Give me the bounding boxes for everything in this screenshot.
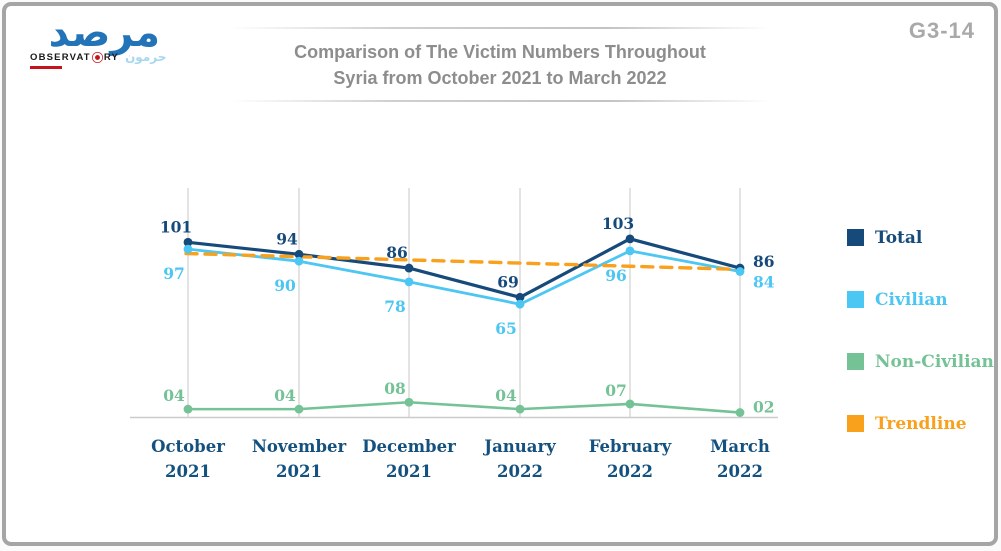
- title-rule-top: [230, 27, 770, 29]
- legend-swatch: [847, 229, 864, 246]
- logo-latin-right: RY: [103, 51, 120, 63]
- title-rule-bottom: [230, 100, 770, 102]
- data-label-non-civilian: 02: [753, 398, 775, 417]
- figure-code: G3-14: [908, 18, 975, 43]
- title-line-2: Syria from October 2021 to March 2022: [333, 68, 667, 88]
- logo-red-underline: [30, 66, 62, 69]
- logo-arabic-wordmark: مرصد: [48, 10, 160, 56]
- title-line-1: Comparison of The Victim Numbers Through…: [294, 42, 706, 62]
- data-label-total: 69: [497, 272, 519, 291]
- data-point: [183, 244, 193, 254]
- data-point: [515, 404, 525, 414]
- chart-legend: Total Civilian Non-Civilian Trendline: [847, 227, 994, 434]
- data-label-total: 94: [276, 229, 298, 248]
- data-label-civilian: 84: [753, 273, 775, 292]
- data-point: [294, 249, 304, 259]
- x-axis-label: November 2021: [252, 437, 347, 481]
- data-label-civilian: 78: [384, 297, 406, 316]
- legend-label: Total: [875, 227, 923, 248]
- x-axis-labels: October 2021 November 2021 December 2021 Janua…: [151, 437, 770, 481]
- data-point: [404, 277, 414, 287]
- legend-item-civilian: Civilian: [847, 289, 994, 310]
- logo-latin-left: OBSERVAT: [30, 51, 91, 63]
- logo-arabic-small: حرمون: [125, 50, 167, 64]
- legend-item-total: Total: [847, 227, 994, 248]
- data-point: [735, 267, 745, 276]
- data-label-total: 101: [160, 217, 192, 236]
- data-point: [515, 299, 525, 309]
- legend-item-trendline: Trendline: [847, 413, 994, 434]
- x-axis-label: March 2022: [710, 437, 770, 481]
- legend-item-non-civilian: Non-Civilian: [847, 351, 994, 372]
- data-label-total: 103: [602, 214, 634, 233]
- x-axis-label: December 2021: [362, 437, 456, 481]
- data-point: [404, 397, 414, 407]
- chart-title-block: Comparison of The Victim Numbers Through…: [230, 27, 770, 102]
- data-point: [294, 404, 304, 414]
- series-line-total: [186, 237, 742, 299]
- series-line-civilian: [186, 247, 742, 306]
- data-point: [183, 237, 193, 247]
- data-label-civilian: 97: [163, 264, 185, 283]
- legend-swatch: [847, 291, 864, 308]
- series-points-total: 101 94 86 69 103 86: [160, 214, 775, 302]
- data-point: [735, 408, 745, 417]
- page-title: Comparison of The Victim Numbers Through…: [230, 29, 770, 100]
- series-line-non-civilian: [186, 400, 742, 414]
- target-icon: [91, 51, 103, 63]
- data-point: [183, 404, 193, 414]
- legend-swatch: [847, 353, 864, 370]
- data-label-total: 86: [386, 243, 408, 262]
- logo-latin-wordmark: OBSERVAT RY: [30, 51, 120, 63]
- legend-label: Civilian: [875, 289, 948, 310]
- observatory-logo: مرصد OBSERVAT RY حرمون: [30, 10, 166, 69]
- data-label-civilian: 65: [495, 319, 517, 338]
- data-label-non-civilian: 04: [274, 386, 296, 405]
- series-points-non-civilian: 04 04 08 04 07 02: [163, 379, 775, 417]
- data-label-non-civilian: 07: [605, 381, 627, 400]
- data-point: [404, 263, 414, 273]
- data-point: [515, 292, 525, 302]
- legend-swatch: [847, 415, 864, 432]
- x-axis-label: October 2021: [151, 437, 225, 481]
- data-label-civilian: 90: [274, 276, 296, 295]
- legend-label: Non-Civilian: [875, 351, 994, 372]
- data-label-civilian: 96: [605, 266, 627, 285]
- x-axis-label: January 2022: [482, 437, 556, 481]
- data-label-non-civilian: 08: [384, 379, 406, 398]
- data-label-non-civilian: 04: [163, 386, 185, 405]
- data-label-non-civilian: 04: [495, 386, 517, 405]
- data-point: [625, 399, 635, 409]
- legend-label: Trendline: [875, 413, 967, 434]
- gridlines: [187, 188, 741, 418]
- series-points-civilian: 97 90 78 65 96 84: [163, 244, 775, 338]
- data-label-total: 86: [753, 252, 775, 271]
- data-point: [294, 256, 304, 266]
- data-point: [625, 246, 635, 256]
- x-axis-label: February 2022: [589, 437, 672, 481]
- trendline: [184, 251, 744, 272]
- data-point: [625, 234, 635, 244]
